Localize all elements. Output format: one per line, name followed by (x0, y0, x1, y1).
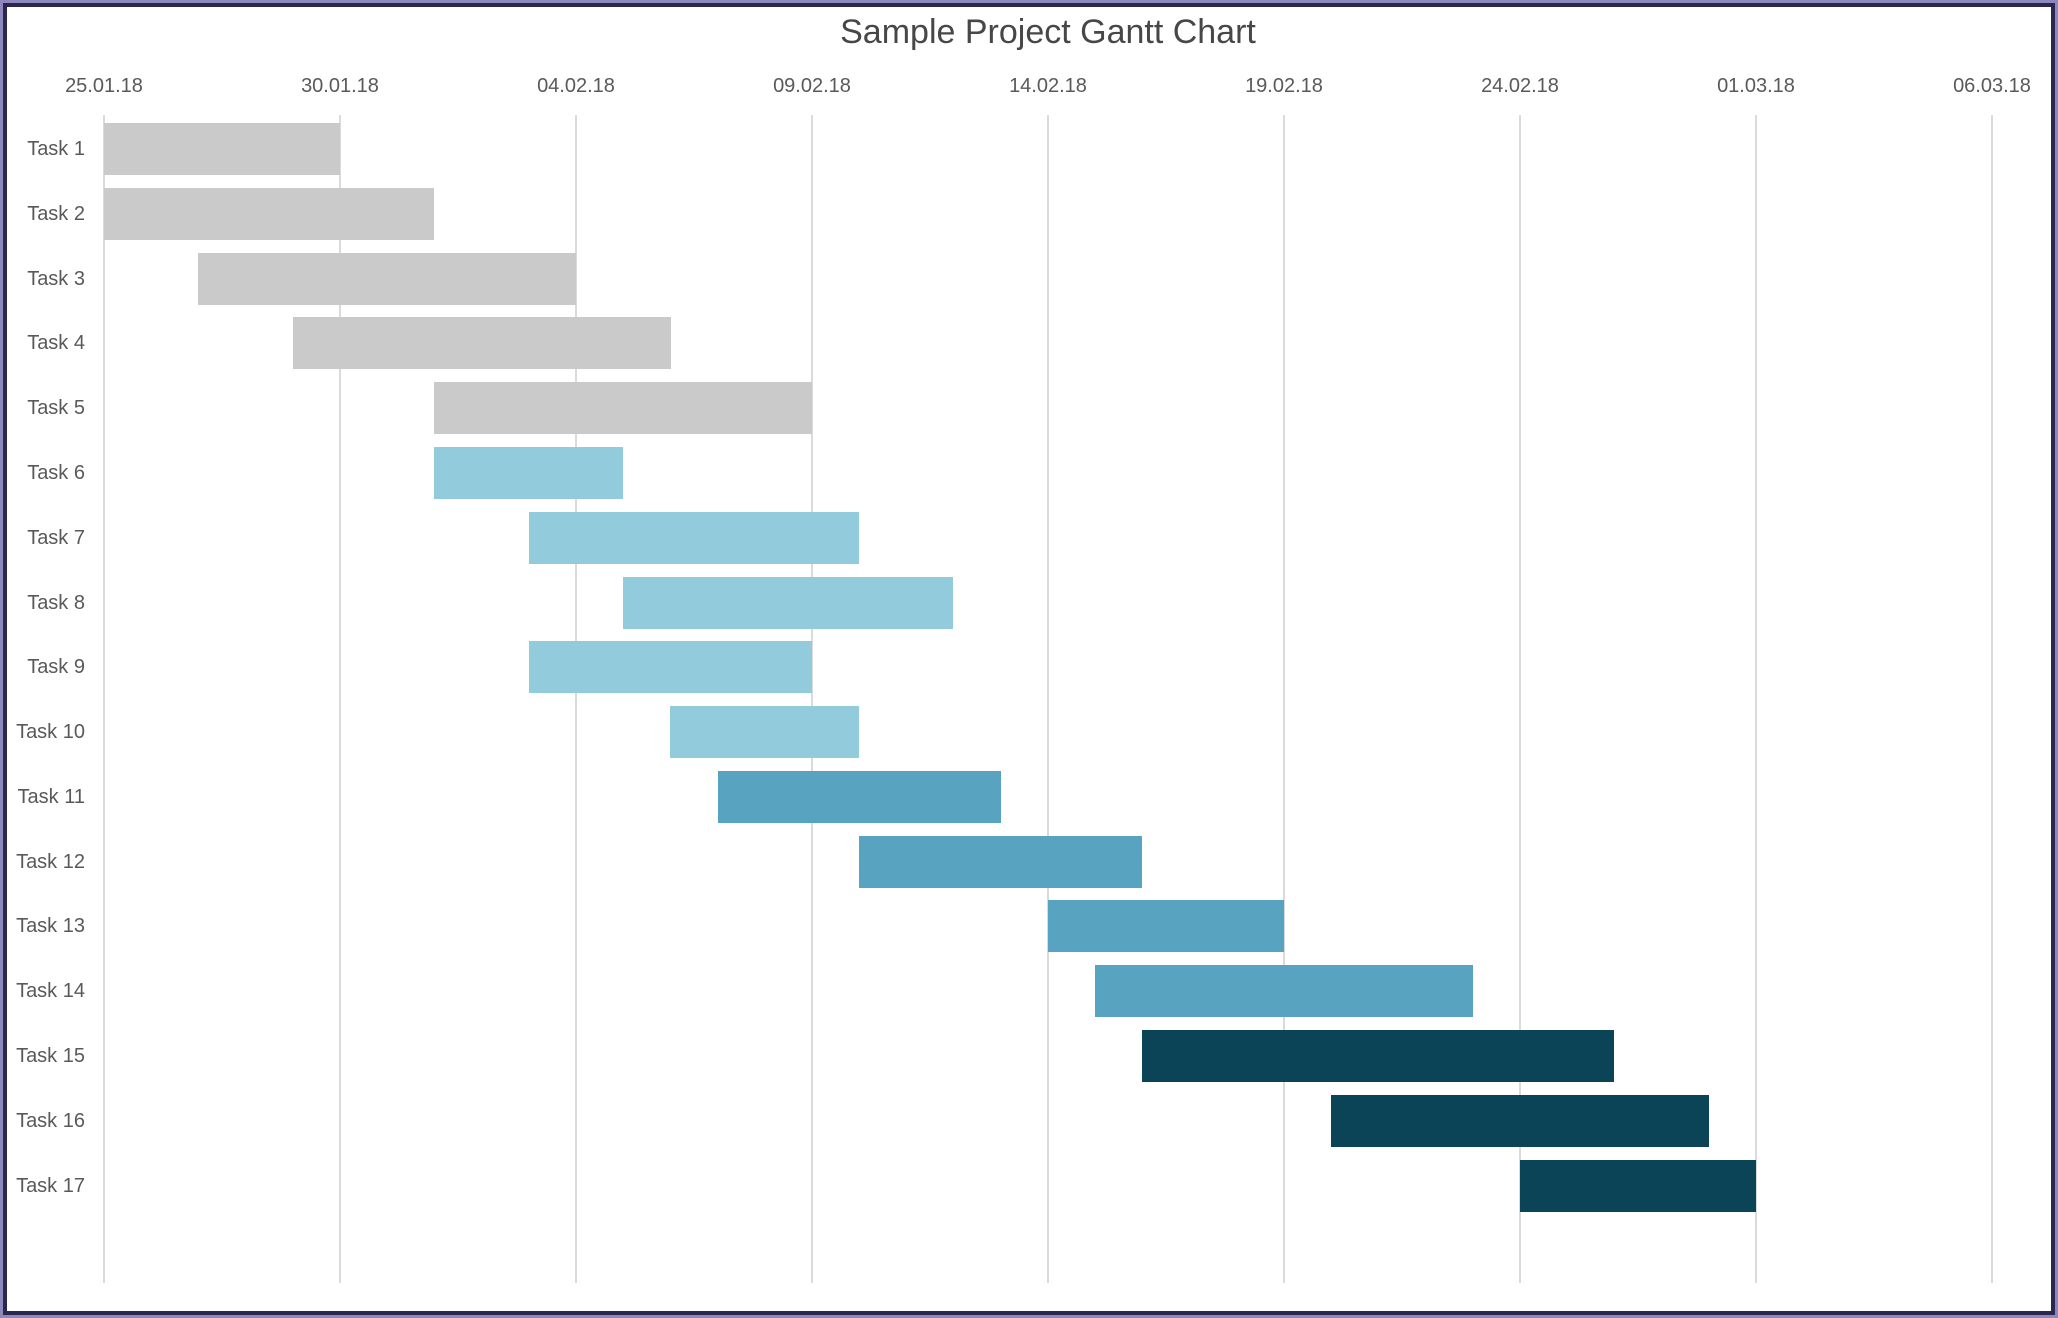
x-axis-tick-label: 25.01.18 (65, 75, 143, 97)
gridline (1991, 115, 1993, 1283)
gantt-bar-task-6 (434, 447, 623, 499)
gantt-bar-task-10 (670, 706, 859, 758)
gridline (575, 115, 577, 1283)
gantt-bar-task-2 (104, 188, 434, 240)
task-label: Task 4 (27, 332, 85, 354)
task-label: Task 9 (27, 656, 85, 678)
y-axis-task-labels: Task 1 Task 2 Task 3 Task 4 Task 5 Task 6 Task… (3, 3, 2055, 1315)
gantt-bar-task-5 (434, 382, 812, 434)
gridline (1755, 115, 1757, 1283)
gantt-bar-task-3 (198, 253, 576, 305)
gantt-bar-task-1 (104, 123, 340, 175)
task-label: Task 15 (16, 1045, 85, 1067)
gantt-bar-task-13 (1048, 900, 1284, 952)
x-axis-tick-label: 24.02.18 (1481, 75, 1559, 97)
task-label: Task 14 (16, 980, 85, 1002)
task-label: Task 1 (27, 138, 85, 160)
gantt-bar-task-16 (1331, 1095, 1709, 1147)
gantt-bar-task-4 (293, 317, 671, 369)
x-axis-tick-label: 06.03.18 (1953, 75, 2031, 97)
gantt-bar-task-8 (623, 577, 953, 629)
gantt-bar-task-15 (1142, 1030, 1614, 1082)
gantt-bar-task-17 (1520, 1160, 1756, 1212)
gridline (811, 115, 813, 1283)
task-label: Task 8 (27, 592, 85, 614)
x-axis-tick-label: 14.02.18 (1009, 75, 1087, 97)
task-label: Task 10 (16, 721, 85, 743)
x-axis-tick-label: 30.01.18 (301, 75, 379, 97)
x-axis-tick-label: 19.02.18 (1245, 75, 1323, 97)
gridline (103, 115, 105, 1283)
gridline-layer (3, 3, 2055, 1315)
x-axis: 25.01.18 30.01.18 04.02.18 09.02.18 14.02.18… (3, 3, 2055, 1315)
gridline (1047, 115, 1049, 1283)
task-label: Task 12 (16, 851, 85, 873)
gantt-bar-task-9 (529, 641, 812, 693)
task-label: Task 2 (27, 203, 85, 225)
gantt-bar-task-12 (859, 836, 1142, 888)
chart-title: Sample Project Gantt Chart (840, 13, 1256, 51)
gantt-bars (3, 3, 2055, 1315)
task-label: Task 6 (27, 462, 85, 484)
gridline (1519, 115, 1521, 1283)
x-axis-tick-label: 01.03.18 (1717, 75, 1795, 97)
task-label: Task 7 (27, 527, 85, 549)
x-axis-tick-label: 04.02.18 (537, 75, 615, 97)
gantt-bar-task-7 (529, 512, 859, 564)
gantt-bar-task-11 (718, 771, 1001, 823)
gridline (339, 115, 341, 1283)
task-label: Task 11 (17, 786, 85, 808)
task-label: Task 16 (16, 1110, 85, 1132)
gantt-bar-task-14 (1095, 965, 1473, 1017)
task-label: Task 3 (27, 268, 85, 290)
task-label: Task 17 (16, 1175, 85, 1197)
gridline (1283, 115, 1285, 1283)
task-label: Task 13 (16, 915, 85, 937)
task-label: Task 5 (27, 397, 85, 419)
x-axis-tick-label: 09.02.18 (773, 75, 851, 97)
